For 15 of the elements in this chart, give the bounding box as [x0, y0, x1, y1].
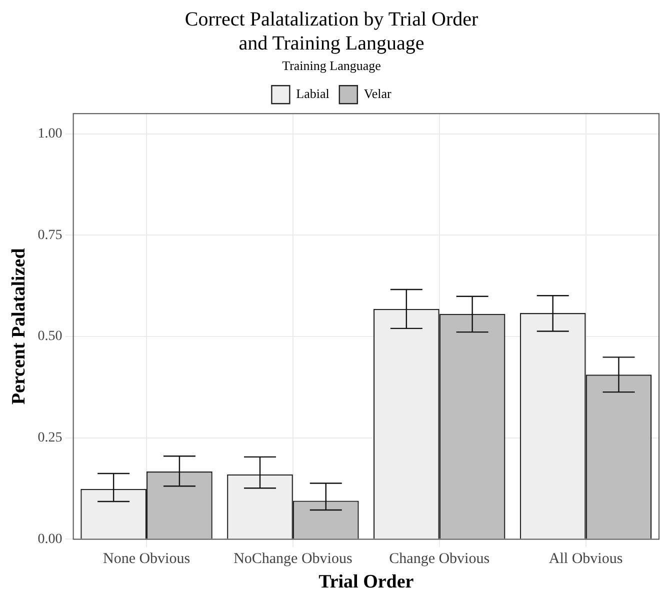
x-tick-label: All Obvious [548, 551, 623, 568]
y-tick-label: 0.75 [38, 228, 62, 243]
chart-title: Correct Palatalization by Trial Order and Training Language [184, 8, 478, 54]
y-axis-title: Percent Palatalized [8, 248, 30, 405]
legend-label: Labial [296, 86, 330, 102]
x-tick-label: NoChange Obvious [234, 551, 352, 568]
legend-label: Velar [364, 86, 392, 102]
y-tick-label: 0.25 [38, 430, 62, 446]
x-tick-label: Change Obvious [389, 551, 490, 568]
legend-title: Training Language [282, 58, 382, 73]
y-tick-label: 0.50 [38, 329, 62, 344]
y-tick-label: 0.00 [38, 532, 62, 547]
x-tick-label: None Obvious [102, 551, 190, 568]
y-tick-label: 1.00 [38, 126, 62, 142]
x-axis-title: Trial Order [318, 572, 414, 593]
